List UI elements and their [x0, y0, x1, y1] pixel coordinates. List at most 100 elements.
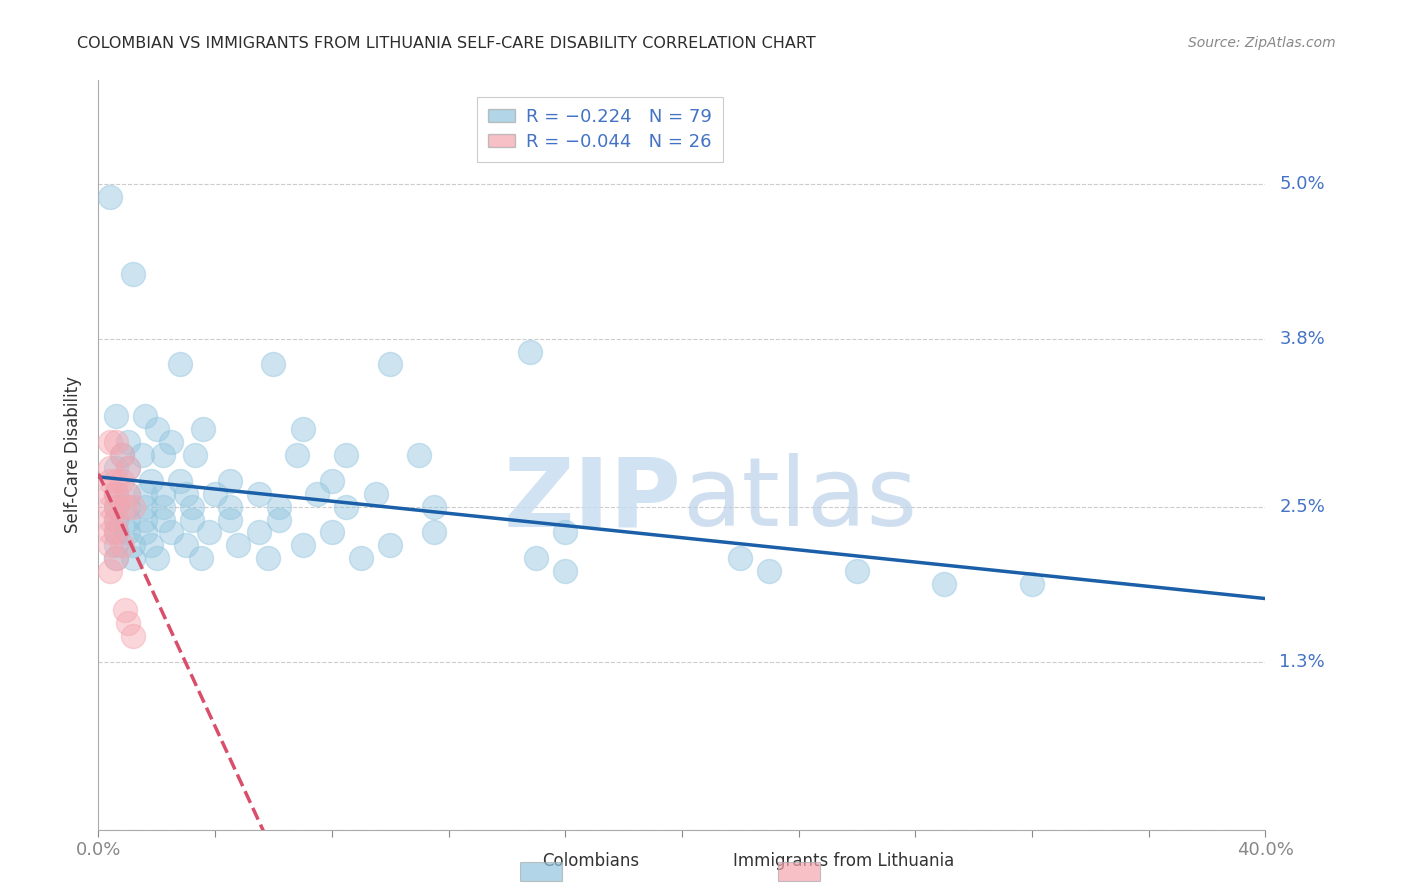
Point	[139, 538, 162, 552]
Point	[350, 551, 373, 566]
Point	[524, 551, 547, 566]
Point	[117, 460, 139, 475]
Point	[134, 486, 156, 500]
Point	[218, 474, 240, 488]
Point	[98, 512, 121, 526]
Point	[134, 500, 156, 514]
Point	[190, 551, 212, 566]
Point	[247, 486, 270, 500]
Point	[364, 486, 387, 500]
Point	[104, 460, 127, 475]
Point	[117, 500, 139, 514]
Text: Immigrants from Lithuania: Immigrants from Lithuania	[733, 852, 955, 870]
Point	[846, 564, 869, 578]
Point	[198, 525, 221, 540]
Point	[160, 525, 183, 540]
Text: Source: ZipAtlas.com: Source: ZipAtlas.com	[1188, 36, 1336, 50]
Point	[98, 486, 121, 500]
Point	[104, 512, 127, 526]
Point	[169, 474, 191, 488]
Point	[247, 525, 270, 540]
Point	[122, 267, 145, 281]
Point	[122, 500, 145, 514]
Point	[307, 486, 329, 500]
Point	[321, 474, 343, 488]
Point	[291, 422, 314, 436]
Point	[98, 564, 121, 578]
Point	[174, 538, 197, 552]
Point	[256, 551, 278, 566]
Point	[114, 603, 136, 617]
Point	[111, 448, 134, 462]
Point	[98, 189, 121, 203]
Point	[335, 500, 357, 514]
Point	[423, 500, 446, 514]
Text: 5.0%: 5.0%	[1279, 175, 1324, 193]
Point	[104, 474, 127, 488]
Text: atlas: atlas	[682, 453, 917, 547]
Point	[122, 551, 145, 566]
Point	[169, 358, 191, 372]
Point	[117, 486, 139, 500]
Point	[104, 486, 127, 500]
Point	[98, 500, 121, 514]
Point	[111, 448, 134, 462]
Point	[1021, 577, 1043, 591]
Point	[934, 577, 956, 591]
Point	[758, 564, 780, 578]
Point	[183, 448, 205, 462]
Point	[114, 500, 136, 514]
Point	[152, 486, 174, 500]
Point	[104, 538, 127, 552]
Point	[104, 551, 127, 566]
Point	[554, 564, 576, 578]
Point	[117, 435, 139, 450]
Point	[228, 538, 250, 552]
Point	[285, 448, 308, 462]
Point	[104, 500, 127, 514]
Point	[160, 435, 183, 450]
Point	[146, 422, 169, 436]
Point	[104, 551, 127, 566]
Point	[117, 460, 139, 475]
Point	[291, 538, 314, 552]
Text: COLOMBIAN VS IMMIGRANTS FROM LITHUANIA SELF-CARE DISABILITY CORRELATION CHART: COLOMBIAN VS IMMIGRANTS FROM LITHUANIA S…	[77, 36, 815, 51]
Point	[193, 422, 215, 436]
Point	[134, 512, 156, 526]
Point	[152, 512, 174, 526]
Point	[174, 486, 197, 500]
Point	[180, 512, 202, 526]
Point	[98, 460, 121, 475]
Text: ZIP: ZIP	[503, 453, 682, 547]
Point	[104, 525, 127, 540]
Point	[730, 551, 752, 566]
Point	[139, 474, 162, 488]
Point	[134, 525, 156, 540]
Text: 1.3%: 1.3%	[1279, 653, 1324, 671]
Point	[117, 512, 139, 526]
Point	[117, 525, 139, 540]
Text: Colombians: Colombians	[541, 852, 640, 870]
Point	[122, 538, 145, 552]
Point	[423, 525, 446, 540]
Point	[104, 409, 127, 424]
Point	[269, 500, 291, 514]
Text: 3.8%: 3.8%	[1279, 330, 1324, 348]
Point	[204, 486, 226, 500]
Point	[152, 448, 174, 462]
Point	[98, 435, 121, 450]
Point	[104, 486, 127, 500]
Point	[218, 512, 240, 526]
Point	[98, 538, 121, 552]
Point	[122, 629, 145, 643]
Point	[117, 486, 139, 500]
Legend: R = −0.224   N = 79, R = −0.044   N = 26: R = −0.224 N = 79, R = −0.044 N = 26	[478, 97, 723, 161]
Point	[104, 435, 127, 450]
Point	[117, 615, 139, 630]
Point	[104, 525, 127, 540]
Point	[335, 448, 357, 462]
Point	[146, 551, 169, 566]
Point	[262, 358, 284, 372]
Point	[98, 525, 121, 540]
Point	[180, 500, 202, 514]
